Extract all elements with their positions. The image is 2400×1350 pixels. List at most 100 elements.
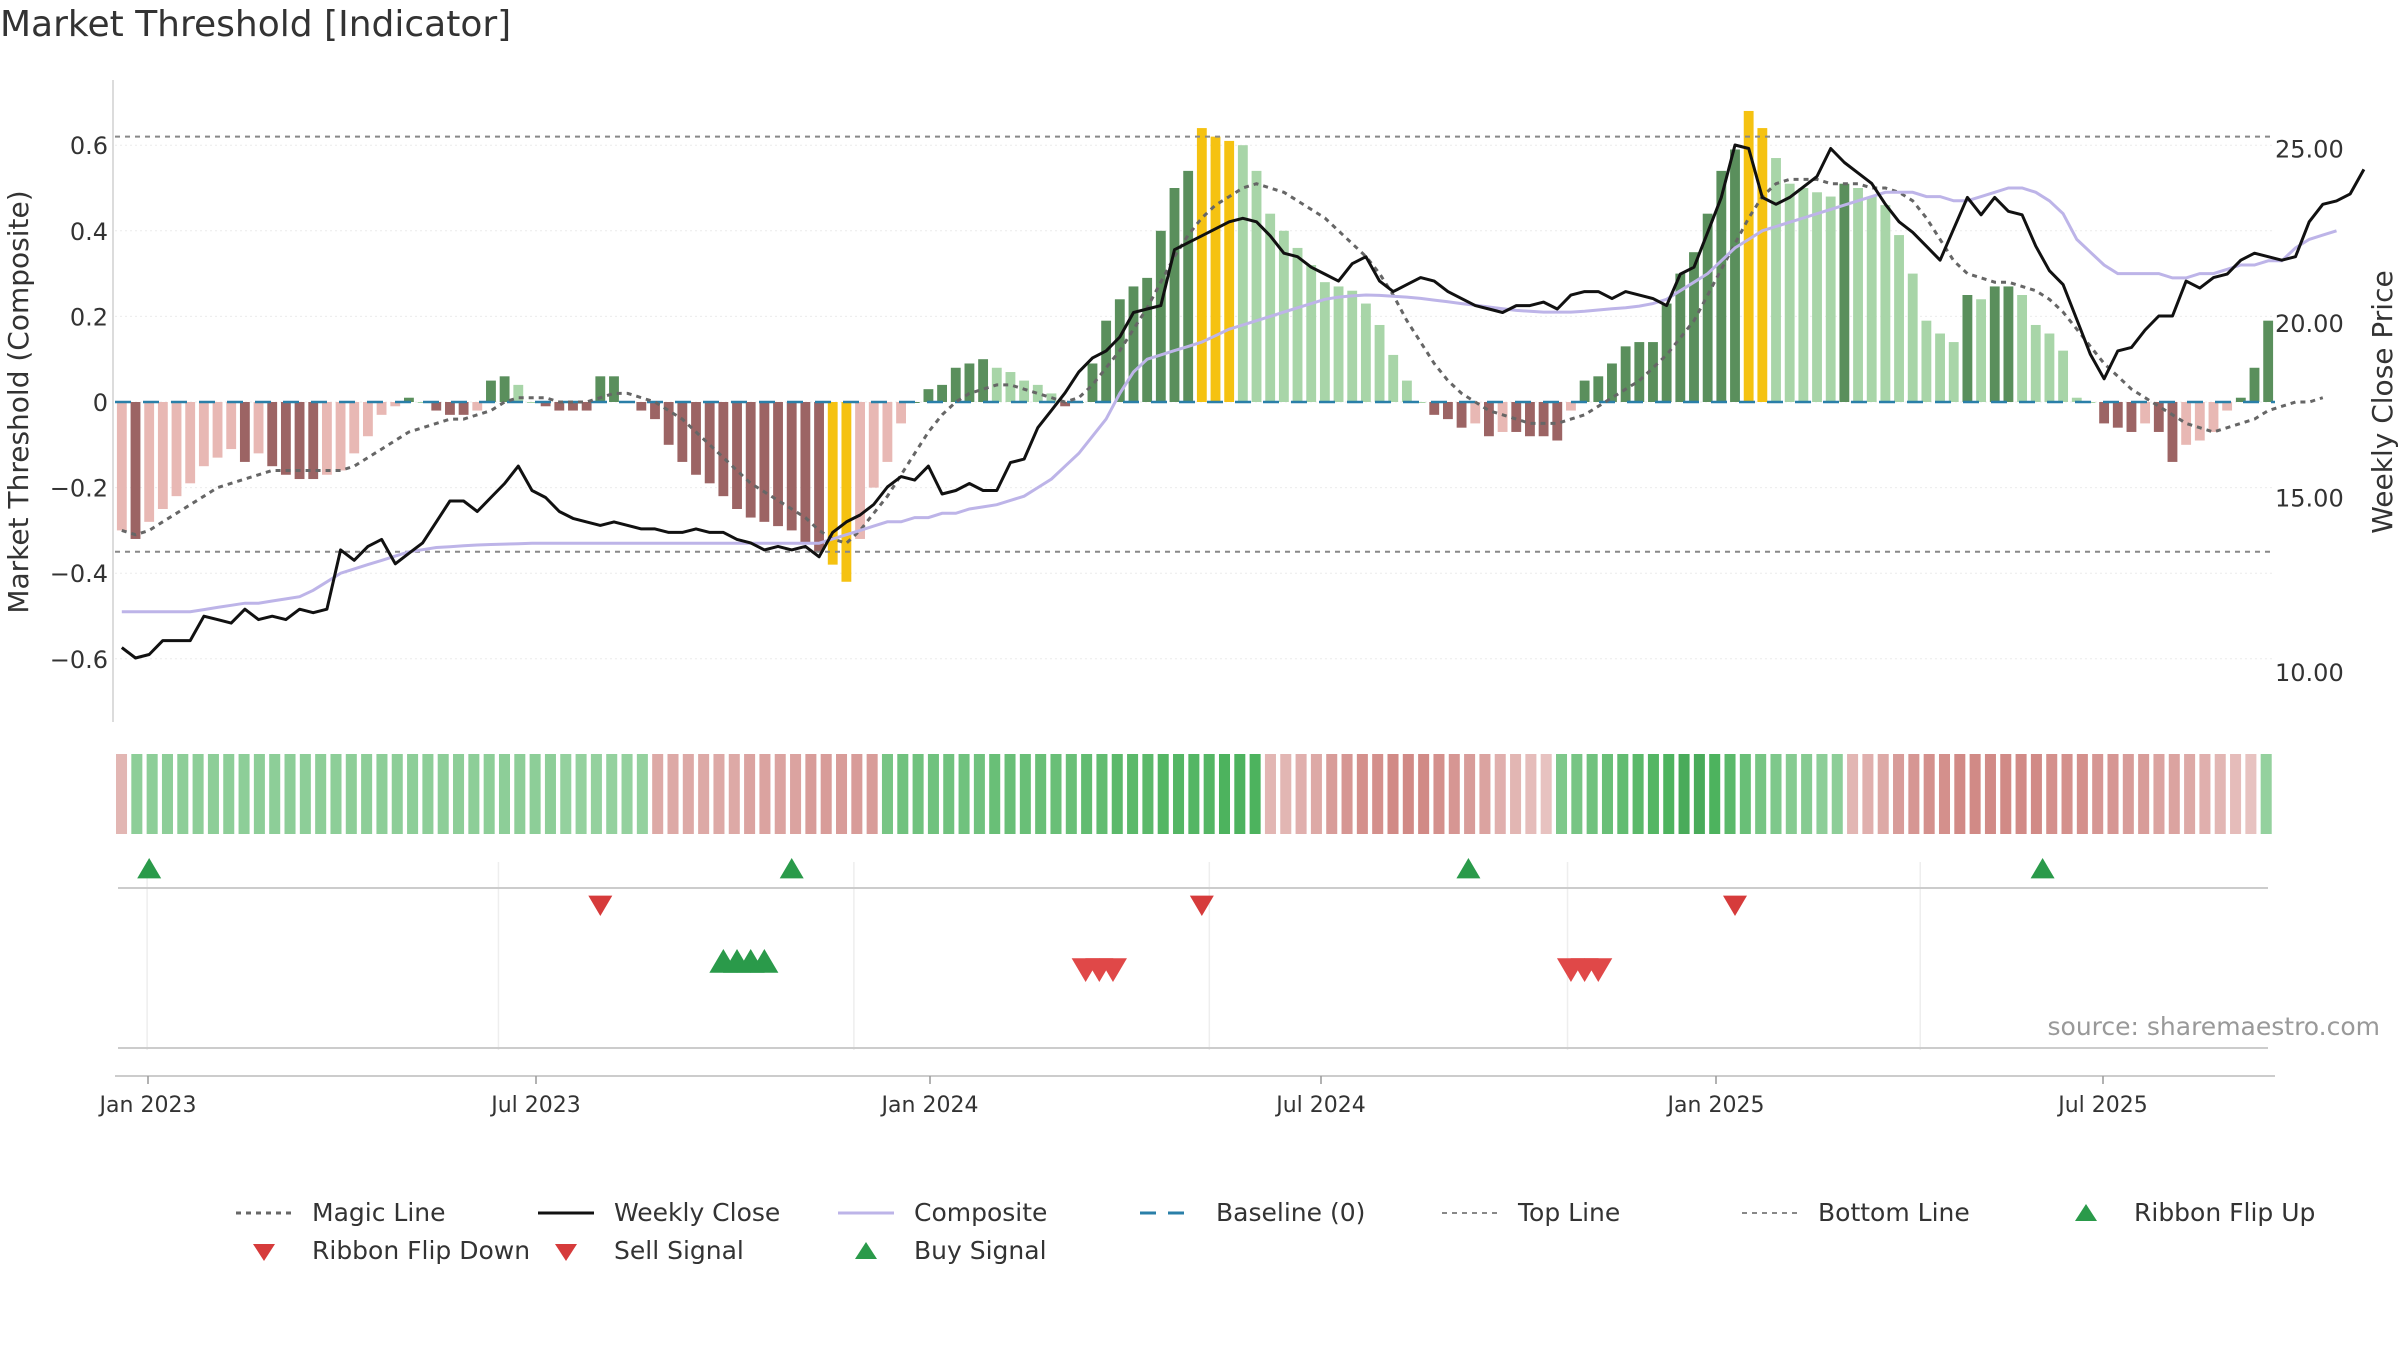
ribbon-cell [836,754,848,834]
ribbon-cell [315,754,327,834]
composite-bar [527,402,537,403]
composite-bar [2167,402,2178,462]
composite-bar [1251,170,1262,402]
composite-bar [1620,346,1631,402]
composite-bar [1265,213,1276,402]
composite-bar [144,402,155,522]
ribbon-cell [897,754,909,834]
y-right-axis-label: Weekly Close Price [2366,270,2399,533]
composite-bar [1388,354,1399,402]
legend-item: Ribbon Flip Down [234,1236,530,1265]
axes: 0.6 0.4 0.2 0 −0.2 −0.4 −0.6 25.00 20.00 15.00 10.… [2,80,2399,722]
ribbon-cell [284,754,296,834]
ribbon-cell [2260,754,2272,834]
composite-bar [636,402,647,411]
ribbon-cell [253,754,265,834]
ribbon-cell [1127,754,1139,834]
composite-bar [609,376,619,402]
legend-item: Buy Signal [836,1236,1047,1265]
composite-bar [2194,402,2205,441]
composite-bar [1169,188,1180,402]
composite-bar [445,402,455,415]
ribbon-cell [575,754,587,834]
composite-bar [1128,286,1139,402]
composite-bar [718,402,729,497]
x-tick-label: Jul 2024 [1274,1093,1366,1118]
y-right-tick-label: 15.00 [2275,485,2344,513]
ribbon-cell [790,754,802,834]
composite-bar [1484,402,1494,437]
signal-markers [118,858,2268,1050]
composite-bar [294,402,305,480]
ribbon-cell [1050,754,1062,834]
ribbon-cell [437,754,449,834]
y-left-tick-label: 0.4 [70,218,108,246]
composite-bar [226,402,237,450]
buy-signal-marker [750,949,779,973]
ribbon-cell [682,754,694,834]
composite-bar [431,402,442,411]
composite-bar [1183,170,1194,402]
ribbon-cell [713,754,725,834]
legend-label: Magic Line [312,1198,446,1227]
ribbon-cell [146,754,158,834]
y-right-tick-label: 20.00 [2275,310,2344,338]
composite-bar [2249,367,2260,402]
legend-label: Ribbon Flip Down [312,1236,531,1265]
ribbon-cell [2168,754,2180,834]
ribbon-cell [1142,754,1154,834]
legend-item: Magic Line [234,1198,446,1227]
composite-bar [1196,128,1207,402]
ribbon-cell [529,754,541,834]
ribbon-cell [1816,754,1828,834]
ribbon-cell [1402,754,1414,834]
composite-bar [1648,342,1658,402]
ribbon-cell [1847,754,1859,834]
composite-bar [1319,282,1330,402]
ribbon-cell [667,754,679,834]
composite-bar [1333,286,1344,402]
ribbon-cell [1341,754,1353,834]
ribbon-cell [1678,754,1690,834]
ribbon-cell [1785,754,1797,834]
composite-bar [1060,402,1071,407]
ribbon-cell [2015,754,2027,834]
y-left-tick-label: 0.6 [70,132,108,160]
ribbon-cell [1372,754,1384,834]
legend-item: Ribbon Flip Up [2056,1198,2315,1227]
composite-bar [540,402,551,407]
legend-label: Top Line [1518,1198,1621,1227]
y-left-tick-label: −0.4 [50,560,108,588]
composite-bar [1497,402,1508,432]
composite-bar [362,402,373,437]
ribbon-cell [759,754,771,834]
ribbon-cell [544,754,556,834]
composite-bar [2112,402,2123,428]
composite-bar [1825,196,1836,402]
composite-bar [923,389,934,402]
legend-label: Baseline (0) [1216,1198,1366,1227]
composite-bar [157,402,168,509]
ribbon-cell [744,754,756,834]
composite-bar [185,402,196,484]
composite-bar [1442,402,1453,420]
ribbon-cell [1724,754,1736,834]
composite-bar [1771,158,1781,402]
ribbon-cell [728,754,740,834]
ribbon-cell [1173,754,1185,834]
legend-swatch-grey-dotted-line [1742,1211,1798,1214]
ribbon-cell [299,754,311,834]
composite-bar [1798,188,1809,402]
legend-item: Bottom Line [1740,1198,1970,1227]
composite-bar [1525,402,1535,437]
composite-bar [1634,342,1645,402]
composite-bar [1935,333,1945,402]
composite-bar [2235,397,2246,402]
composite-bar [1415,402,1426,403]
composite-bar [1005,372,1016,402]
composite-bar [1237,145,1248,402]
ribbon-cell [1525,754,1537,834]
composite-bar [786,402,797,531]
legend-swatch-triangle-up-green [2075,1203,2097,1221]
composite-bar [568,402,578,411]
